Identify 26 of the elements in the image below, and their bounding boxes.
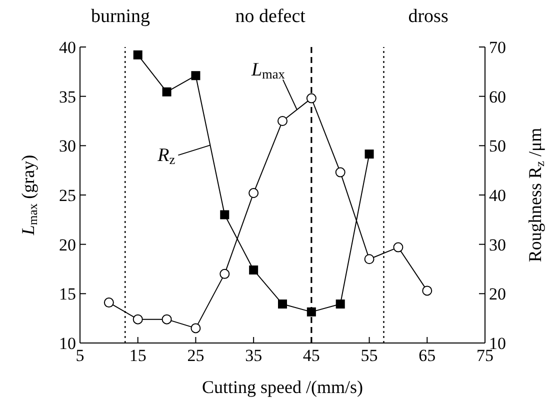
y-tick-label: 15 — [59, 284, 76, 304]
x-tick-label: 15 — [129, 346, 146, 366]
y-tick-label: 30 — [59, 136, 76, 156]
text: burning — [90, 6, 150, 28]
x-axis-title: Cutting speed /(mm/s) — [202, 377, 363, 397]
x-tick-label: 65 — [418, 346, 436, 366]
x-tick-label: 45 — [302, 346, 320, 366]
x-tick-label: 25 — [187, 346, 204, 366]
y2-tick-label: 20 — [489, 284, 506, 304]
y2-tick-label: 40 — [489, 186, 506, 206]
text: dross — [408, 6, 448, 28]
y-tick-label: 20 — [59, 235, 76, 254]
text: no defect — [235, 6, 306, 28]
y-tick-label: 40 — [59, 38, 76, 58]
legend-label: R$_{z}$ — [156, 145, 176, 168]
y-tick-label: 35 — [59, 87, 76, 106]
series-label: L$_{max}$ — [250, 60, 286, 82]
y-tick-label: 10 — [59, 334, 76, 354]
x-tick-label: 35 — [245, 346, 262, 366]
y2-tick-label: 70 — [489, 38, 506, 58]
y2-tick-label: 30 — [489, 235, 506, 254]
x-tick-label: 55 — [360, 346, 378, 366]
y2-tick-label: 60 — [489, 87, 506, 106]
y2-tick-label: 50 — [489, 136, 506, 156]
y-tick-label: 25 — [59, 186, 76, 206]
x-tick-label: 5 — [76, 346, 84, 366]
